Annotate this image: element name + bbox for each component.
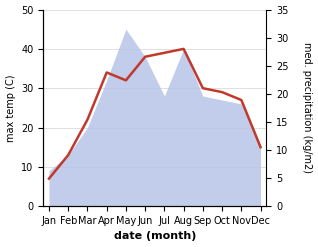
Y-axis label: med. precipitation (kg/m2): med. precipitation (kg/m2) [302,42,313,173]
Y-axis label: max temp (C): max temp (C) [5,74,16,142]
X-axis label: date (month): date (month) [114,231,196,242]
